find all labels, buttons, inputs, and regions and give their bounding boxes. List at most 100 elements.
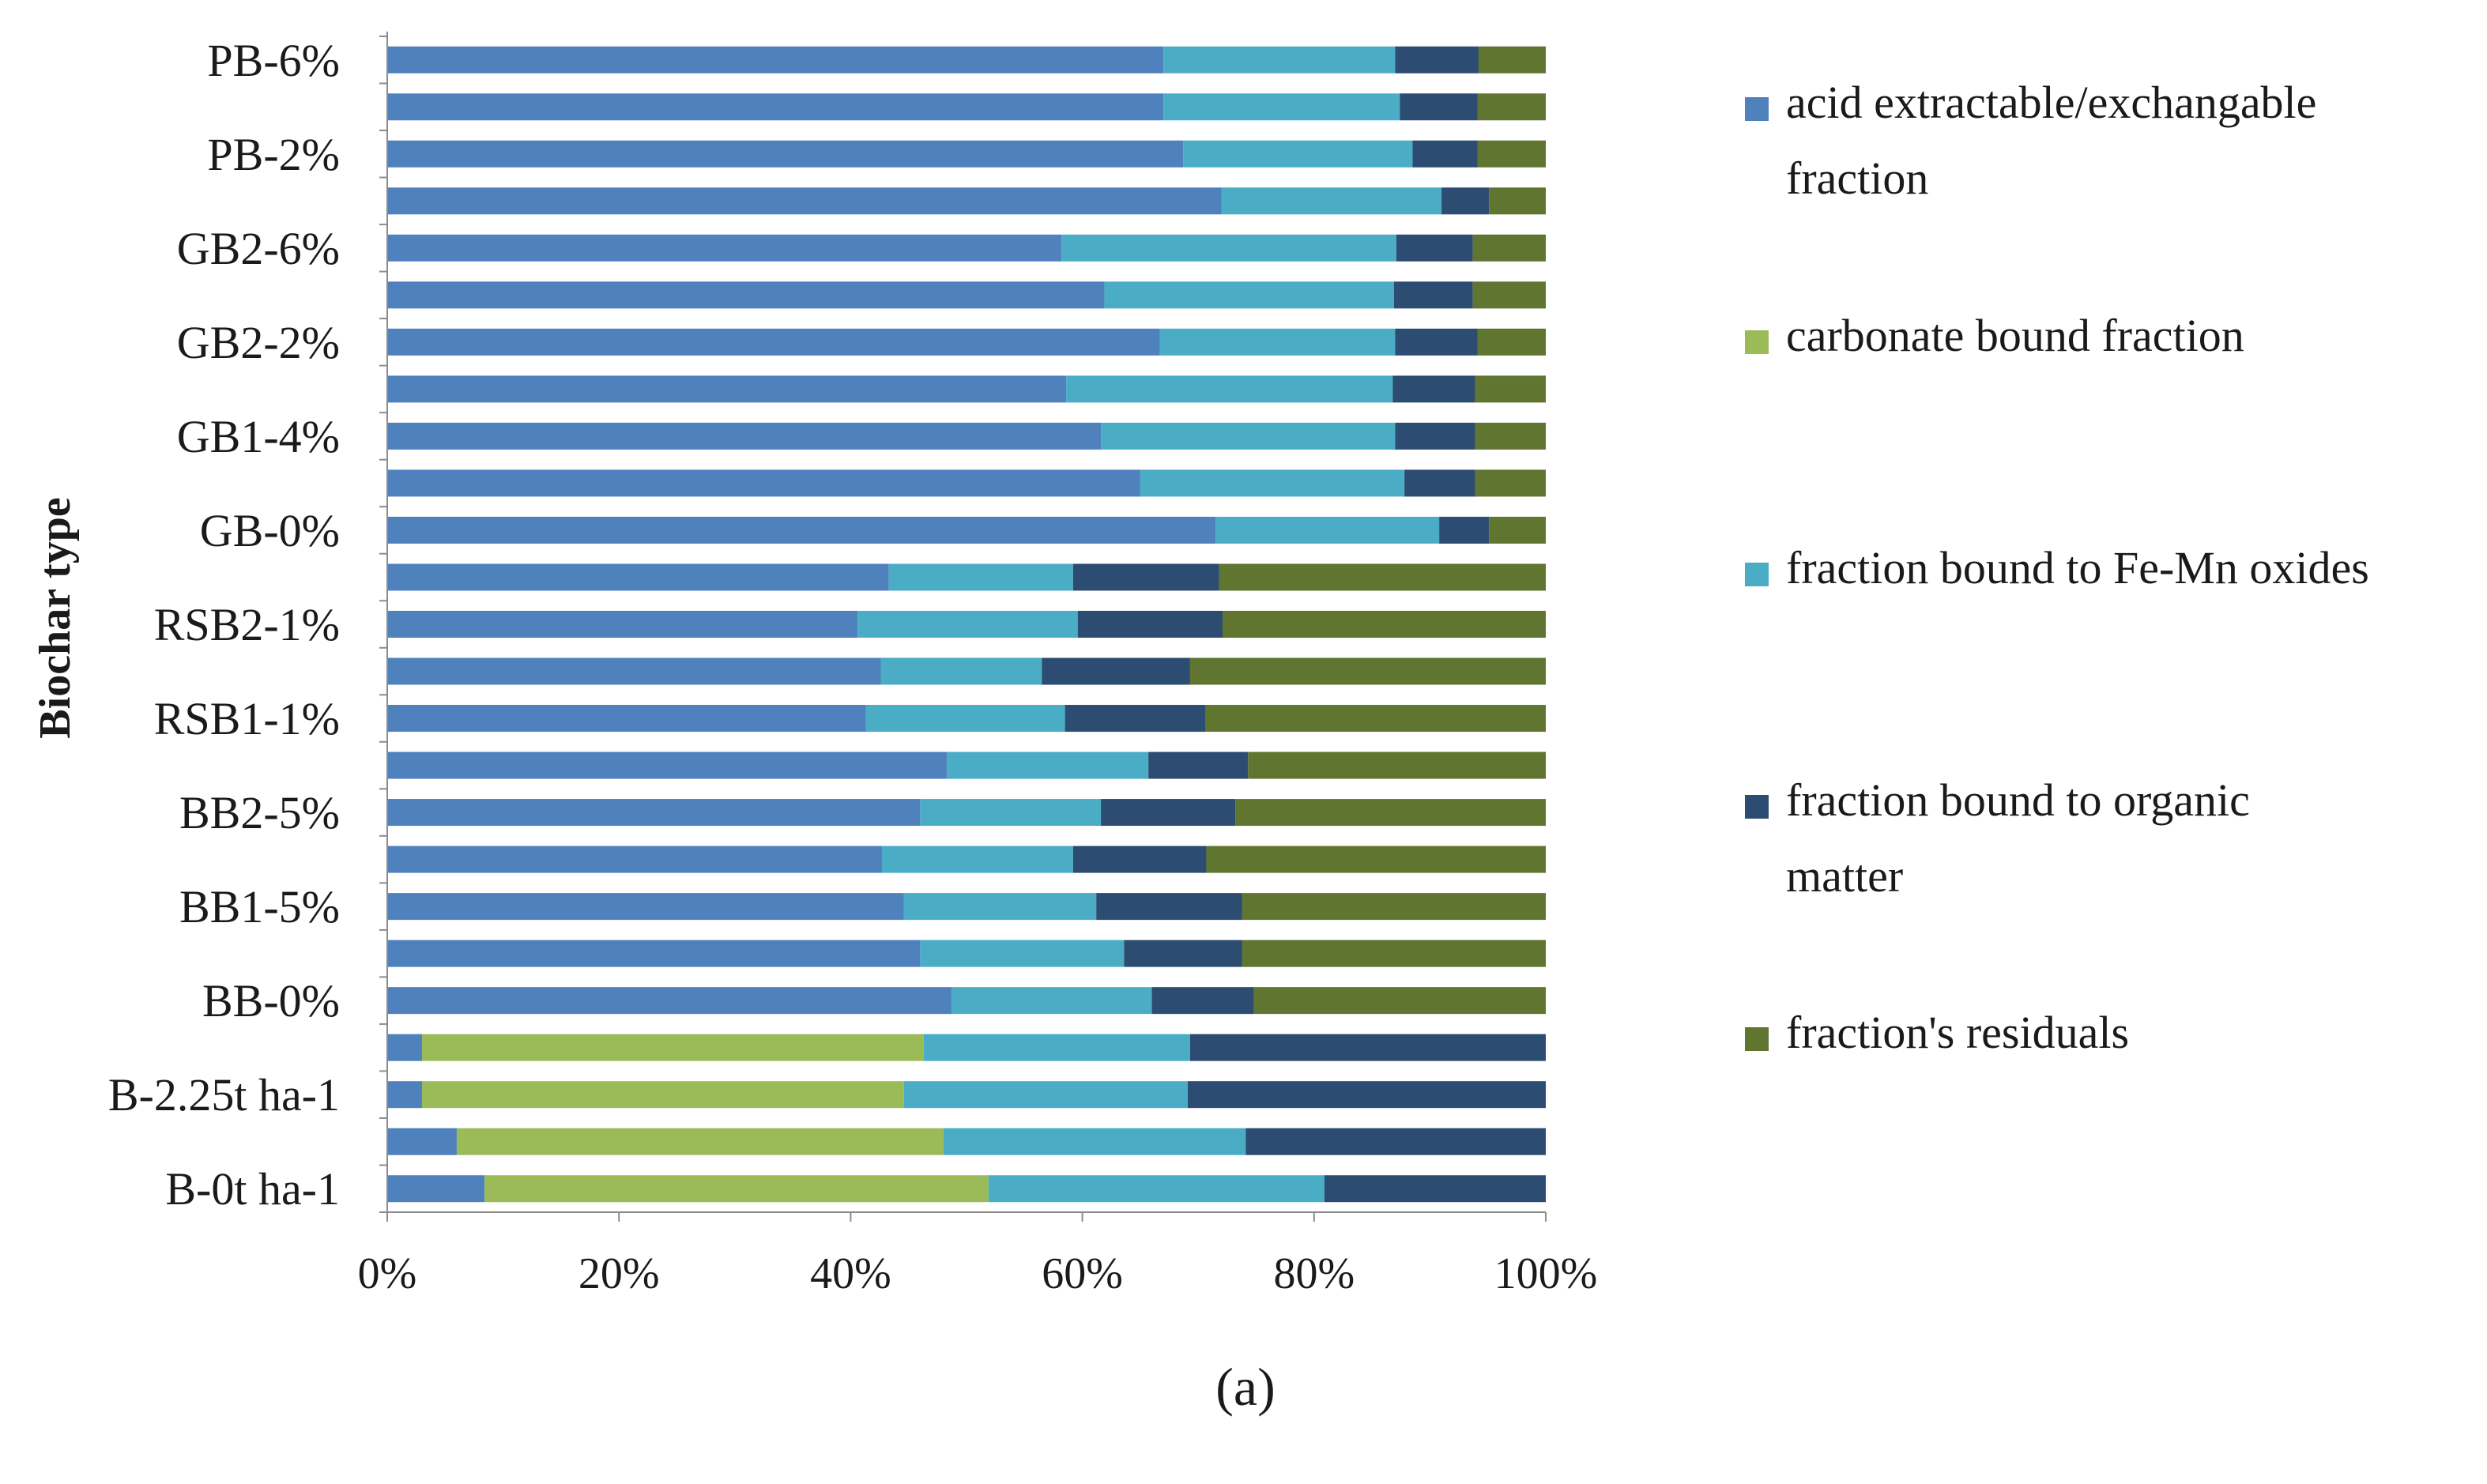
x-tick-label: 40% (810, 1249, 891, 1298)
x-tick-label: 100% (1494, 1249, 1598, 1298)
bar-segment-row-15-series-3 (1148, 751, 1249, 779)
y-axis-label: Biochar type (31, 497, 80, 738)
category-label: GB2-6% (177, 223, 340, 274)
bar-segment-row-22-series-0 (387, 1081, 422, 1109)
bar-segment-row-6-series-2 (1159, 328, 1396, 356)
legend-swatch (1745, 1027, 1769, 1051)
bar-segment-row-3-series-3 (1441, 187, 1490, 215)
bar-segment-row-8-series-4 (1475, 422, 1546, 450)
bar-segment-row-12-series-3 (1077, 611, 1223, 638)
bar-segment-row-11-series-4 (1219, 563, 1546, 591)
bar-segment-row-13-series-3 (1042, 657, 1190, 685)
legend-swatch (1745, 795, 1769, 819)
bar-segment-row-22-series-1 (421, 1081, 904, 1109)
legend-label: fraction bound to organic matter (1786, 774, 2250, 902)
category-label: BB-0% (202, 975, 340, 1026)
bar-segment-row-24-series-2 (988, 1175, 1325, 1203)
bar-segment-row-18-series-2 (903, 893, 1097, 921)
legend-swatch (1745, 97, 1769, 121)
bars-layer (387, 46, 1546, 1203)
figure-caption: (a) (1215, 1357, 1275, 1417)
bar-segment-row-4-series-3 (1396, 234, 1473, 262)
bar-segment-row-3-series-0 (387, 187, 1222, 215)
bar-segment-row-18-series-4 (1242, 893, 1546, 921)
bar-segment-row-16-series-3 (1101, 799, 1236, 827)
bar-segment-row-5-series-2 (1104, 281, 1394, 309)
x-tick-label: 0% (358, 1249, 417, 1298)
bar-segment-row-3-series-4 (1489, 187, 1546, 215)
bar-segment-row-0-series-0 (387, 46, 1164, 73)
bar-segment-row-9-series-3 (1404, 469, 1475, 497)
bar-segment-row-8-series-3 (1395, 422, 1475, 450)
bar-segment-row-24-series-1 (484, 1175, 989, 1203)
bar-segment-row-0-series-2 (1163, 46, 1396, 73)
bar-segment-row-22-series-3 (1188, 1081, 1546, 1109)
bar-segment-row-16-series-0 (387, 799, 921, 827)
bar-segment-row-20-series-4 (1253, 987, 1546, 1015)
bar-segment-row-19-series-2 (920, 940, 1125, 967)
axes-layer (379, 32, 1547, 1222)
bar-segment-row-4-series-4 (1472, 234, 1546, 262)
bar-segment-row-22-series-2 (903, 1081, 1189, 1109)
bar-segment-row-14-series-3 (1065, 705, 1205, 733)
bar-segment-row-13-series-2 (880, 657, 1042, 685)
bar-segment-row-7-series-4 (1475, 375, 1546, 403)
bar-segment-row-23-series-0 (387, 1128, 457, 1155)
bar-segment-row-9-series-0 (387, 469, 1140, 497)
bar-segment-row-13-series-0 (387, 657, 881, 685)
bar-segment-row-0-series-3 (1395, 46, 1479, 73)
bar-segment-row-3-series-2 (1221, 187, 1442, 215)
category-label: PB-2% (207, 129, 340, 180)
bar-segment-row-1-series-2 (1163, 93, 1400, 121)
x-tick-label: 60% (1042, 1249, 1123, 1298)
bar-segment-row-17-series-2 (881, 846, 1073, 873)
bar-segment-row-6-series-3 (1395, 328, 1478, 356)
bar-segment-row-1-series-3 (1400, 93, 1478, 121)
bar-segment-row-17-series-4 (1206, 846, 1546, 873)
bar-segment-row-4-series-2 (1061, 234, 1396, 262)
bar-segment-row-19-series-4 (1242, 940, 1546, 967)
bar-segment-row-0-series-4 (1478, 46, 1546, 73)
category-label: PB-6% (207, 35, 340, 86)
bar-segment-row-23-series-3 (1245, 1128, 1546, 1155)
bar-segment-row-8-series-0 (387, 422, 1102, 450)
bar-segment-row-5-series-4 (1472, 281, 1546, 309)
category-label: BB1-5% (179, 881, 340, 932)
bar-segment-row-14-series-0 (387, 705, 866, 733)
bar-segment-row-20-series-3 (1151, 987, 1254, 1015)
bar-segment-row-12-series-2 (857, 611, 1078, 638)
bar-segment-row-17-series-3 (1072, 846, 1207, 873)
bar-segment-row-6-series-4 (1477, 328, 1546, 356)
bar-segment-row-18-series-0 (387, 893, 904, 921)
bar-segment-row-23-series-1 (456, 1128, 944, 1155)
bar-segment-row-7-series-3 (1392, 375, 1475, 403)
category-label: RSB1-1% (154, 693, 340, 744)
bar-segment-row-24-series-3 (1324, 1175, 1546, 1203)
bar-segment-row-10-series-3 (1439, 516, 1490, 544)
bar-segment-row-7-series-0 (387, 375, 1067, 403)
bar-segment-row-24-series-0 (387, 1175, 485, 1203)
bar-segment-row-21-series-2 (923, 1034, 1190, 1061)
bar-segment-row-10-series-4 (1489, 516, 1546, 544)
legend-label: fraction's residuals (1786, 1007, 2129, 1058)
legend-label: fraction bound to Fe-Mn oxides (1786, 542, 2369, 593)
bar-segment-row-9-series-4 (1475, 469, 1546, 497)
bar-segment-row-18-series-3 (1096, 893, 1242, 921)
bar-segment-row-6-series-0 (387, 328, 1160, 356)
x-axis-tick-labels: 0% 20% 40% 60% 80% 100% (358, 1249, 1598, 1298)
bar-segment-row-21-series-0 (387, 1034, 422, 1061)
bar-segment-row-20-series-0 (387, 987, 951, 1015)
bar-segment-row-20-series-2 (951, 987, 1152, 1015)
bar-segment-row-23-series-2 (943, 1128, 1246, 1155)
bar-segment-row-17-series-0 (387, 846, 882, 873)
bar-segment-row-10-series-2 (1215, 516, 1440, 544)
bar-segment-row-8-series-2 (1101, 422, 1396, 450)
bar-segment-row-21-series-1 (421, 1034, 924, 1061)
category-label: GB-0% (200, 505, 340, 556)
bar-segment-row-12-series-4 (1222, 611, 1546, 638)
category-label: RSB2-1% (154, 599, 340, 650)
category-label: GB2-2% (177, 317, 340, 368)
bar-segment-row-21-series-3 (1189, 1034, 1546, 1061)
bar-segment-row-4-series-0 (387, 234, 1062, 262)
